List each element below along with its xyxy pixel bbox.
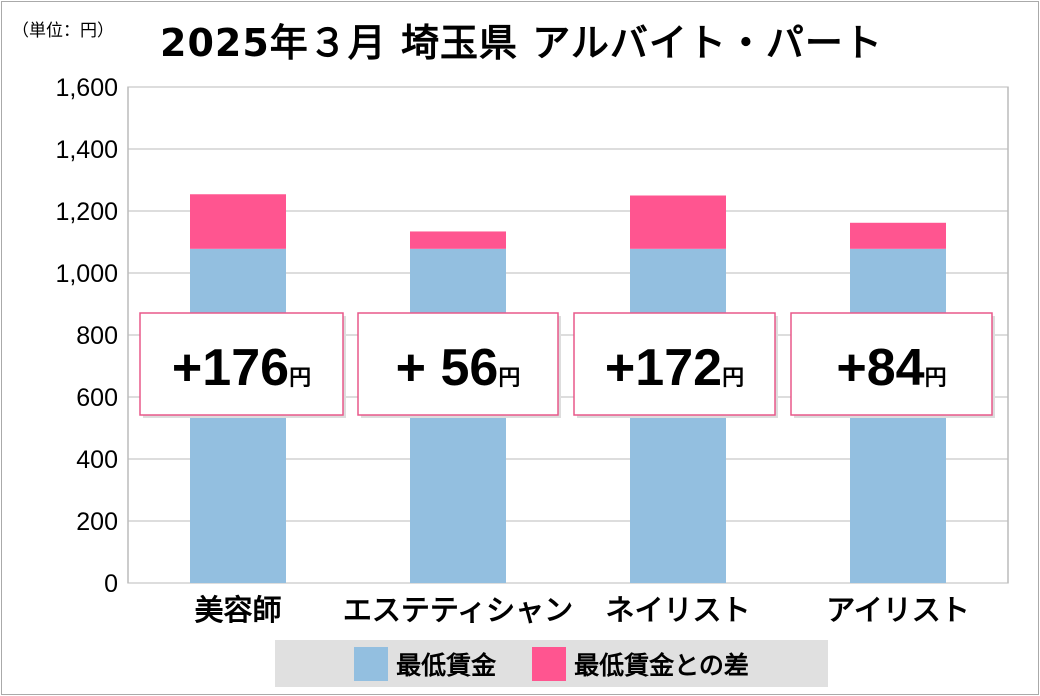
y-tick-label: 0 [104, 570, 118, 598]
data-label-box [139, 312, 344, 416]
y-tick-label: 200 [76, 508, 118, 536]
legend-label-min-wage: 最低賃金 [396, 650, 497, 680]
x-tick-label: エステティシャン [343, 593, 573, 627]
data-label: +176円 [172, 339, 311, 397]
data-label: + 56円 [396, 339, 521, 397]
y-tick-label: 1,600 [55, 74, 118, 102]
bar-diff [630, 195, 726, 249]
data-label: +172円 [605, 339, 744, 397]
y-tick-label: 800 [76, 322, 118, 350]
x-tick-label: 美容師 [194, 593, 281, 627]
legend-item-min-wage: 最低賃金 [354, 646, 496, 682]
data-label: +84円 [836, 339, 946, 397]
bar-diff [410, 231, 506, 249]
y-tick-label: 1,400 [55, 136, 118, 164]
y-tick-label: 600 [76, 384, 118, 412]
legend-label-diff: 最低賃金との差 [574, 650, 749, 680]
unit-label: （単位：円） [12, 21, 114, 41]
data-label-box [357, 312, 559, 416]
y-tick-label: 1,000 [55, 260, 118, 288]
bar-diff [850, 222, 946, 249]
legend-swatch-min-wage [354, 646, 389, 681]
legend-item-diff: 最低賃金との差 [532, 646, 749, 682]
bar-diff [190, 194, 286, 249]
x-tick-label: アイリスト [826, 593, 970, 627]
x-tick-label: ネイリスト [605, 593, 750, 627]
y-tick-label: 400 [76, 446, 118, 474]
y-tick-label: 1,200 [55, 198, 118, 226]
legend: 最低賃金 最低賃金との差 [275, 640, 828, 687]
chart-title: 2025年３月 埼玉県 アルバイト・パート [160, 21, 883, 65]
legend-swatch-diff [532, 646, 567, 681]
data-label-box [573, 312, 776, 416]
data-label-box [790, 312, 993, 416]
